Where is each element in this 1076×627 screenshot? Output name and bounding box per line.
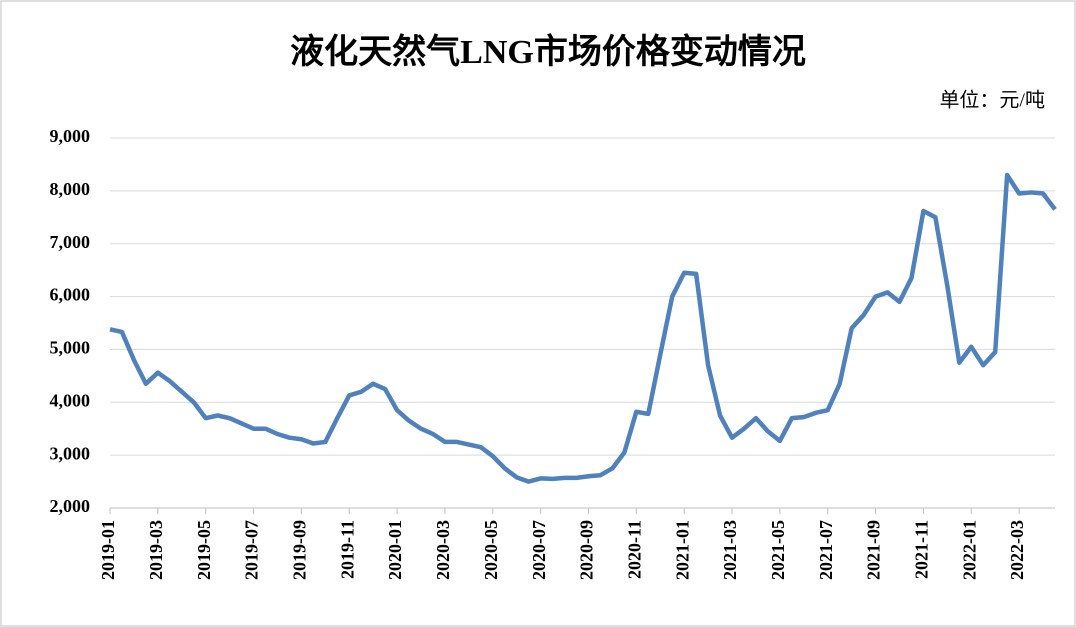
x-tick-label: 2020-03 [433, 520, 453, 580]
x-tick-label: 2020-11 [624, 520, 644, 579]
x-tick-label: 2022-01 [959, 520, 979, 580]
series-line [109, 172, 1057, 484]
x-tick-label: 2021-05 [768, 520, 788, 580]
y-tick-label: 6,000 [50, 285, 91, 305]
x-tick-label: 2021-03 [720, 520, 740, 580]
x-tick-label: 2019-01 [98, 520, 118, 580]
x-tick-label: 2020-09 [577, 520, 597, 580]
unit-label: 单位：元/吨 [939, 89, 1045, 112]
x-tick-label: 2019-11 [337, 520, 357, 579]
y-tick-label: 4,000 [50, 390, 91, 410]
chart-title: 液化天然气LNG市场价格变动情况 [290, 32, 806, 71]
x-tick-label: 2021-11 [912, 520, 932, 579]
y-tick-label: 2,000 [50, 496, 91, 516]
x-tick-label: 2020-01 [385, 520, 405, 580]
x-tick-label: 2019-03 [146, 520, 166, 580]
x-tick-label: 2019-07 [242, 520, 262, 580]
x-tick-label: 2020-05 [481, 520, 501, 580]
y-tick-label: 7,000 [50, 232, 91, 252]
x-tick-label: 2019-05 [194, 520, 214, 580]
y-tick-label: 3,000 [50, 443, 91, 463]
x-tick-label: 2021-09 [864, 520, 884, 580]
x-tick-label: 2020-07 [529, 520, 549, 580]
x-tick-label: 2021-01 [672, 520, 692, 580]
x-tick-label: 2019-09 [290, 520, 310, 580]
y-tick-label: 5,000 [50, 338, 91, 358]
y-tick-label: 9,000 [50, 126, 91, 146]
x-tick-label: 2022-03 [1007, 520, 1027, 580]
x-tick-label: 2021-07 [816, 520, 836, 580]
y-tick-label: 8,000 [50, 179, 91, 199]
